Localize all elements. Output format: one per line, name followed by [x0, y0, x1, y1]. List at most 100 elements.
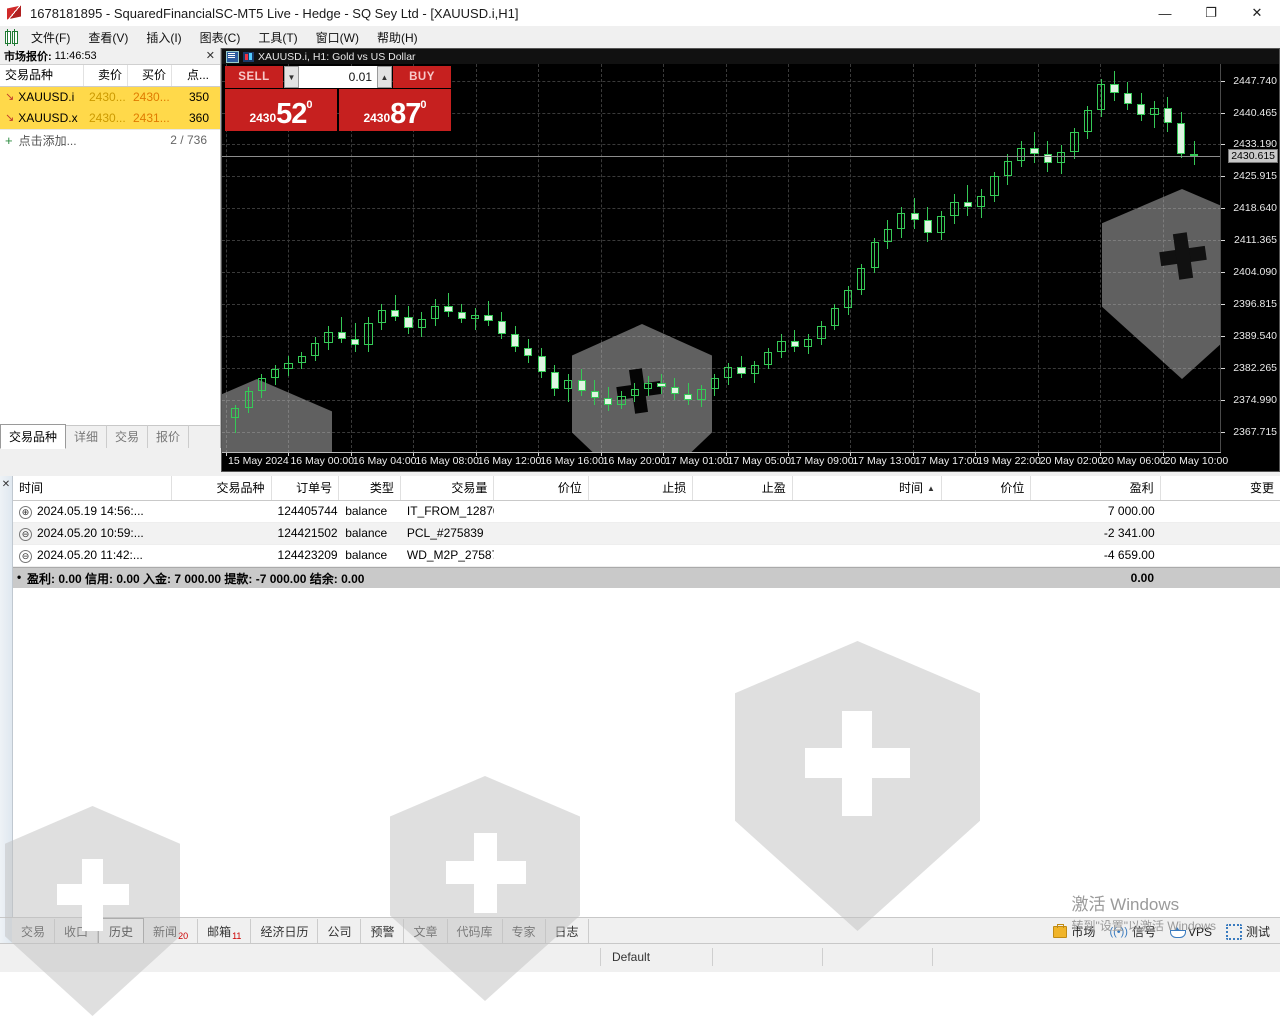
- menu-item-window[interactable]: 窗口(W): [315, 30, 359, 45]
- tab-mailbox[interactable]: 邮箱11: [198, 919, 252, 944]
- status-vps[interactable]: VPS: [1169, 925, 1212, 939]
- minimize-button[interactable]: —: [1158, 5, 1172, 21]
- tab-symbols[interactable]: 交易品种: [0, 424, 67, 449]
- one-click-trading-panel: SELL ▼ 0.01 ▲ BUY 2430 52 0 2430 87 0: [225, 66, 451, 131]
- mailbox-badge: 11: [232, 931, 242, 941]
- menu-item-help[interactable]: 帮助(H): [376, 30, 418, 45]
- header-change[interactable]: 变更: [1249, 481, 1274, 495]
- header-volume[interactable]: 交易量: [401, 476, 495, 500]
- bid-cell: 2430...: [89, 90, 126, 104]
- table-row[interactable]: ⊕ 2024.05.19 14:56:... 124405744 balance …: [13, 501, 1280, 523]
- menu-item-insert[interactable]: 插入(I): [146, 30, 182, 45]
- expand-icon[interactable]: ⊕: [19, 506, 32, 519]
- status-separator: [932, 948, 933, 966]
- chart-price-axis[interactable]: 2447.740 2440.465 2433.190 2425.915 2418.640…: [1220, 64, 1279, 453]
- sell-button[interactable]: SELL: [225, 66, 283, 88]
- vps-icon: [1169, 926, 1186, 938]
- menu-item-charts[interactable]: 图表(C): [199, 30, 241, 45]
- toolbox-close-icon[interactable]: ✕: [1, 479, 11, 490]
- table-row[interactable]: ⊖ 2024.05.20 11:42:... 124423209 balance …: [13, 545, 1280, 567]
- tab-trade[interactable]: 交易: [12, 919, 56, 944]
- restore-button[interactable]: ❐: [1205, 5, 1217, 20]
- tab-exposure[interactable]: 收口: [55, 919, 99, 944]
- header-time[interactable]: 时间: [13, 476, 173, 500]
- header-close-price[interactable]: 价位: [942, 476, 1032, 500]
- status-market[interactable]: 市场: [1053, 923, 1095, 940]
- header-close-time[interactable]: 时间 ▲: [793, 476, 942, 500]
- cell-symbol: [172, 523, 271, 544]
- collapse-icon[interactable]: ⊖: [19, 550, 32, 563]
- time-axis-label: 16 May 20:00: [602, 455, 667, 467]
- status-signals[interactable]: ((•)) 信号: [1109, 925, 1156, 939]
- menu-item-file[interactable]: 文件(F): [31, 30, 71, 45]
- tab-calendar[interactable]: 经济日历: [251, 919, 319, 944]
- tab-codebase[interactable]: 代码库: [448, 919, 503, 944]
- candlestick: [1057, 64, 1066, 453]
- menu-item-view[interactable]: 查看(V): [88, 30, 129, 45]
- chart-time-axis[interactable]: 15 May 2024 16 May 00:00 16 May 04:00 16 Ma…: [222, 452, 1228, 471]
- candlestick: [1136, 64, 1146, 453]
- status-separator: [822, 948, 823, 966]
- tab-trading[interactable]: 交易: [107, 425, 149, 448]
- cell-takeprofit: [693, 523, 792, 544]
- candlestick: [724, 64, 733, 453]
- summary-total: 0.00: [1130, 571, 1154, 585]
- history-table: 时间 交易品种 订单号 类型 交易量 价位 止损 止盈 时间 ▲ 价位 盈利 变更…: [13, 476, 1280, 931]
- header-price[interactable]: 价位: [494, 476, 589, 500]
- add-symbol-row[interactable]: + 点击添加... 2 / 736: [0, 129, 220, 150]
- table-row[interactable]: ⊖ 2024.05.20 10:59:... 124421502 balance …: [13, 523, 1280, 545]
- test-icon: [1225, 923, 1242, 940]
- volume-decrement-icon[interactable]: ▼: [284, 66, 299, 88]
- header-type[interactable]: 类型: [339, 476, 401, 500]
- volume-increment-icon[interactable]: ▲: [377, 66, 392, 88]
- time-axis-label: 20 May 06:00: [1102, 455, 1166, 467]
- cell-type: balance: [345, 504, 388, 518]
- volume-input[interactable]: ▼ 0.01 ▲: [284, 66, 392, 88]
- column-spread[interactable]: 点...: [186, 68, 209, 82]
- candlestick: [337, 64, 346, 453]
- tabbar-strip: [0, 918, 12, 944]
- market-watch-close-icon[interactable]: ✕: [205, 50, 215, 62]
- tab-experts[interactable]: 专家: [503, 919, 546, 944]
- candlestick: [377, 64, 386, 453]
- status-shortcuts: 市场 ((•)) 信号 VPS 测试: [1053, 923, 1280, 944]
- column-symbol[interactable]: 交易品种: [0, 65, 84, 86]
- status-tester[interactable]: 测试: [1225, 923, 1270, 940]
- market-watch-time: 11:46:53: [54, 50, 97, 62]
- candlestick: [737, 64, 746, 453]
- tab-journal[interactable]: 日志: [546, 919, 589, 944]
- header-order[interactable]: 订单号: [272, 476, 340, 500]
- candlestick: [777, 64, 786, 453]
- candlestick: [937, 64, 946, 453]
- candlestick: [883, 64, 893, 453]
- market-watch-row[interactable]: ↘ XAUUSD.i 2430... 2430... 350: [0, 87, 220, 108]
- candlestick: [1190, 64, 1199, 453]
- collapse-icon[interactable]: ⊖: [19, 528, 32, 541]
- cell-price: [494, 523, 588, 544]
- status-separator: [712, 948, 713, 966]
- sell-price-display[interactable]: 2430 52 0: [225, 89, 337, 131]
- summary-text: 盈利: 0.00 信用: 0.00 入金: 7 000.00 提款: -7 00…: [13, 570, 364, 587]
- current-price-label: 2430.615: [1228, 148, 1278, 163]
- tab-news[interactable]: 新闻20: [144, 919, 199, 944]
- header-profit[interactable]: 盈利: [1031, 476, 1161, 500]
- buy-button[interactable]: BUY: [393, 66, 451, 88]
- close-button[interactable]: ✕: [1251, 5, 1263, 20]
- tab-history[interactable]: 历史: [98, 918, 145, 945]
- column-ask[interactable]: 买价: [128, 65, 172, 86]
- chart-window[interactable]: XAUUSD.i, H1: Gold vs US Dollar 2447.740…: [221, 48, 1280, 472]
- tab-details[interactable]: 详细: [66, 425, 108, 448]
- tab-ticks[interactable]: 报价: [148, 425, 190, 448]
- buy-price-display[interactable]: 2430 87 0: [339, 89, 451, 131]
- cell-type: balance: [345, 526, 388, 540]
- header-stoploss[interactable]: 止损: [589, 476, 694, 500]
- column-bid[interactable]: 卖价: [84, 65, 128, 86]
- tab-company[interactable]: 公司: [318, 919, 362, 944]
- header-takeprofit[interactable]: 止盈: [693, 476, 793, 500]
- market-watch-row[interactable]: ↘ XAUUSD.x 2430... 2431... 360: [0, 108, 220, 129]
- tab-alerts[interactable]: 预警: [361, 919, 405, 944]
- header-symbol[interactable]: 交易品种: [172, 476, 272, 500]
- tab-articles[interactable]: 文章: [404, 919, 448, 944]
- menu-item-tools[interactable]: 工具(T): [258, 30, 298, 45]
- cell-volume: IT_FROM_128703: [406, 504, 494, 518]
